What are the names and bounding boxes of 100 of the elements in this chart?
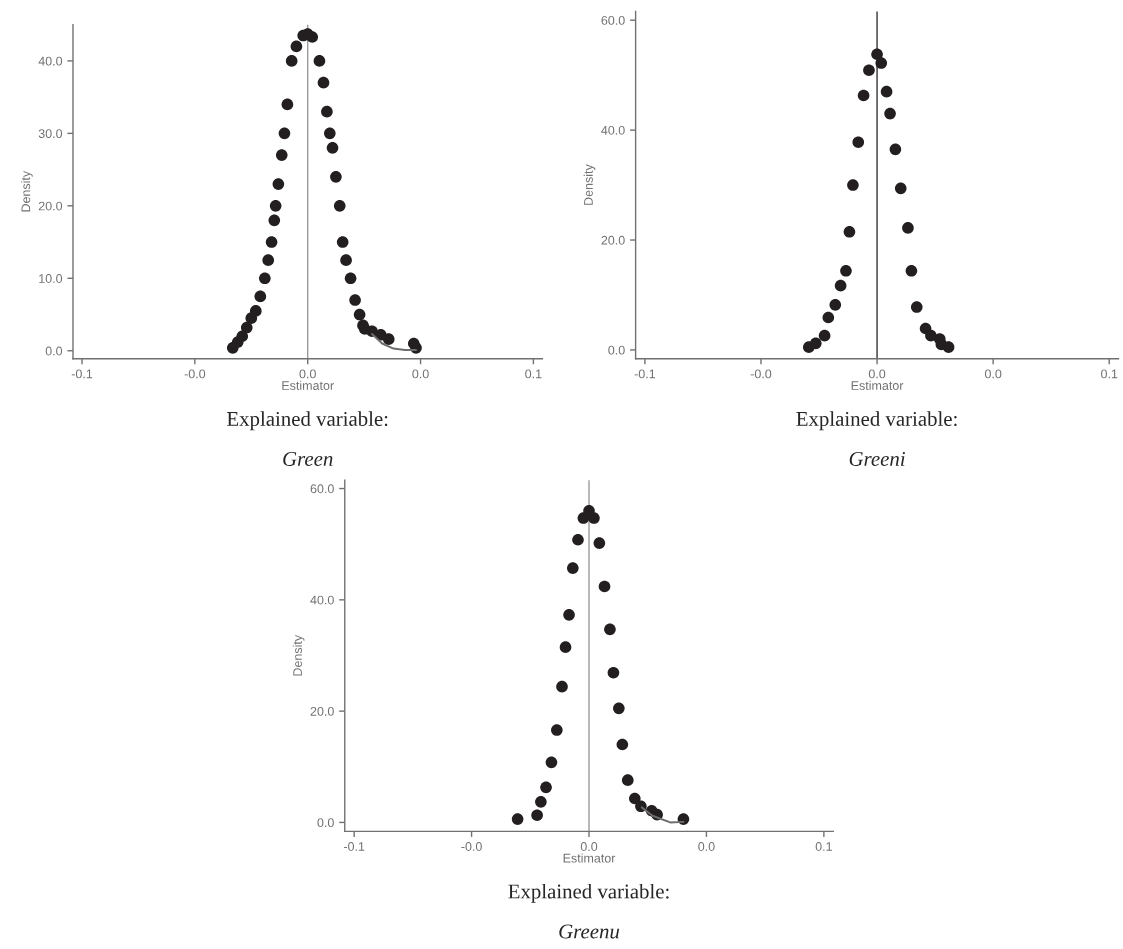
x-tick-label: 0.0	[698, 842, 715, 851]
point	[262, 254, 275, 266]
point	[818, 329, 831, 342]
point	[942, 341, 955, 353]
y-tick-label: 0.0	[608, 345, 625, 355]
y-tick-label: 40.0	[310, 595, 334, 605]
text: Explained variable:	[227, 411, 388, 431]
text: Greenu	[559, 924, 620, 939]
text: Greeni	[849, 451, 905, 466]
point	[613, 702, 625, 715]
point	[556, 680, 568, 693]
point	[269, 200, 282, 212]
point	[290, 40, 303, 53]
point	[616, 738, 629, 751]
x-tick-label: 0.0	[984, 369, 1002, 379]
point	[563, 609, 575, 621]
y-tick-label: 0.0	[317, 818, 334, 828]
point	[285, 55, 298, 67]
point	[545, 756, 558, 769]
point	[880, 85, 893, 98]
point	[629, 792, 641, 805]
y-tick-label: 30.0	[38, 129, 63, 139]
point	[353, 308, 366, 321]
x-tick-label: -0.1	[71, 369, 93, 379]
y-tick-label: 60.0	[601, 15, 625, 25]
point	[236, 330, 249, 343]
point	[259, 272, 271, 285]
point	[333, 200, 346, 212]
x-tick-label: 0.0	[580, 842, 598, 851]
y-axis-title: Density	[292, 634, 305, 676]
point	[607, 666, 620, 679]
x-tick-label: -0.0	[461, 842, 482, 851]
y-tick-label: 20.0	[38, 201, 63, 211]
y-tick-label: 20.0	[310, 706, 334, 716]
point	[593, 537, 606, 549]
point	[852, 136, 865, 148]
point	[884, 107, 896, 120]
y-axis-title: Density	[583, 164, 596, 205]
point	[326, 142, 339, 154]
point	[889, 143, 902, 156]
point	[349, 294, 361, 306]
point	[531, 809, 543, 821]
x-axis-title: Estimator	[851, 380, 904, 390]
x-tick-label: -0.1	[634, 369, 656, 379]
point	[275, 149, 288, 161]
point	[249, 305, 262, 317]
point	[834, 279, 847, 292]
text: Explained variable:	[508, 883, 669, 903]
y-tick-label: 0.0	[45, 346, 63, 356]
point	[875, 57, 888, 69]
point	[321, 105, 333, 118]
point	[905, 264, 918, 277]
x-axis-title: Estimator	[282, 380, 334, 390]
point	[330, 171, 342, 183]
point	[857, 89, 870, 102]
point	[272, 178, 285, 190]
point	[588, 512, 600, 524]
point	[511, 813, 524, 825]
point	[902, 222, 914, 234]
point	[278, 127, 291, 140]
point	[551, 724, 563, 736]
point	[265, 236, 278, 248]
x-tick-label: 0.1	[815, 842, 832, 851]
point	[340, 254, 352, 266]
x-tick-label: -0.1	[343, 842, 365, 851]
point	[240, 321, 253, 334]
point	[843, 225, 856, 238]
x-tick-label: 0.0	[868, 369, 886, 379]
point	[324, 127, 336, 140]
point	[268, 214, 281, 227]
point	[829, 299, 842, 311]
point	[567, 562, 579, 574]
y-tick-label: 60.0	[310, 484, 334, 494]
point	[621, 774, 634, 786]
point	[344, 272, 357, 285]
point	[863, 64, 875, 76]
point	[598, 580, 611, 593]
y-tick-label: 20.0	[601, 235, 625, 245]
text: Explained variable:	[796, 411, 957, 431]
x-tick-label: 0.1	[525, 369, 542, 379]
point	[604, 623, 616, 636]
point	[382, 333, 395, 345]
point	[313, 55, 326, 67]
y-tick-label: 10.0	[39, 274, 63, 283]
x-tick-label: 0.0	[299, 369, 316, 379]
point	[894, 182, 907, 195]
y-axis-title: Density	[21, 170, 33, 212]
point	[871, 48, 883, 61]
point	[559, 641, 572, 653]
text: Green	[283, 451, 333, 466]
point	[572, 533, 584, 546]
x-tick-label: 0.0	[412, 369, 429, 379]
y-tick-label: 40.0	[38, 56, 63, 66]
x-axis-title: Estimator	[563, 853, 616, 863]
x-tick-label: 0.1	[1101, 369, 1118, 379]
point	[840, 264, 852, 277]
point	[540, 781, 552, 794]
x-tick-label: -0.0	[184, 369, 206, 379]
point	[281, 98, 294, 111]
point	[535, 796, 547, 808]
